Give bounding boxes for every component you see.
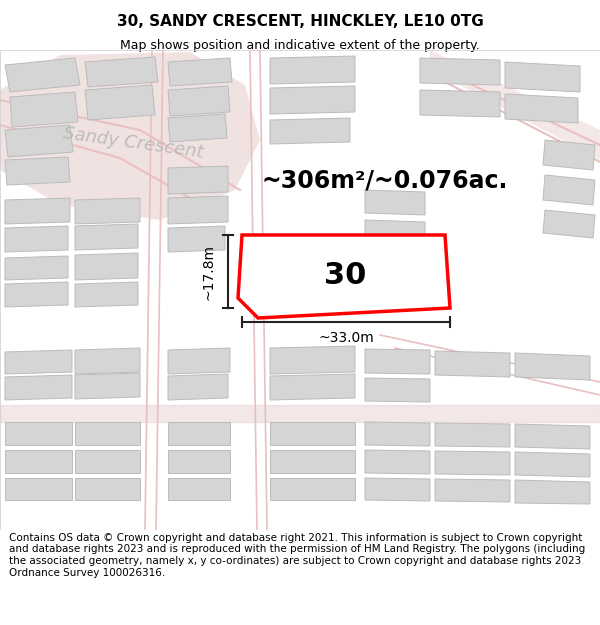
Polygon shape	[543, 210, 595, 238]
Polygon shape	[5, 422, 72, 445]
Polygon shape	[365, 478, 430, 501]
Polygon shape	[420, 90, 500, 117]
Polygon shape	[270, 346, 355, 374]
Polygon shape	[505, 62, 580, 92]
Polygon shape	[270, 86, 355, 114]
Polygon shape	[365, 450, 430, 474]
Polygon shape	[515, 424, 590, 449]
Polygon shape	[75, 478, 140, 500]
Polygon shape	[168, 166, 228, 194]
Text: 30: 30	[324, 261, 366, 289]
Polygon shape	[5, 157, 70, 185]
Polygon shape	[168, 422, 230, 445]
Polygon shape	[5, 198, 70, 224]
Polygon shape	[5, 58, 80, 92]
Polygon shape	[365, 349, 430, 374]
Bar	[0, 405, 600, 422]
Polygon shape	[365, 378, 430, 402]
Polygon shape	[85, 85, 155, 120]
Polygon shape	[515, 452, 590, 477]
Polygon shape	[435, 479, 510, 502]
Polygon shape	[5, 450, 72, 473]
Polygon shape	[270, 478, 355, 500]
Polygon shape	[505, 94, 578, 123]
Polygon shape	[75, 373, 140, 399]
Polygon shape	[10, 92, 78, 127]
Polygon shape	[168, 196, 228, 224]
Polygon shape	[168, 348, 230, 374]
Polygon shape	[75, 348, 140, 374]
Polygon shape	[515, 480, 590, 504]
Polygon shape	[515, 353, 590, 380]
Polygon shape	[168, 86, 230, 116]
Polygon shape	[365, 190, 425, 215]
Polygon shape	[75, 422, 140, 445]
Text: ~33.0m: ~33.0m	[318, 331, 374, 345]
Polygon shape	[168, 58, 232, 86]
Polygon shape	[270, 374, 355, 400]
Polygon shape	[75, 198, 140, 224]
Polygon shape	[270, 422, 355, 445]
Polygon shape	[435, 351, 510, 377]
Polygon shape	[168, 114, 227, 142]
Polygon shape	[0, 52, 260, 220]
Polygon shape	[270, 118, 350, 144]
Text: ~306m²/~0.076ac.: ~306m²/~0.076ac.	[262, 168, 508, 192]
Text: Map shows position and indicative extent of the property.: Map shows position and indicative extent…	[120, 39, 480, 52]
Polygon shape	[365, 250, 425, 273]
Text: 30, SANDY CRESCENT, HINCKLEY, LE10 0TG: 30, SANDY CRESCENT, HINCKLEY, LE10 0TG	[116, 14, 484, 29]
Polygon shape	[168, 478, 230, 500]
Text: Sandy Crescent: Sandy Crescent	[62, 124, 205, 162]
Polygon shape	[435, 423, 510, 447]
Polygon shape	[238, 235, 450, 318]
Polygon shape	[5, 125, 73, 157]
Polygon shape	[5, 256, 68, 280]
Polygon shape	[435, 451, 510, 475]
Polygon shape	[5, 375, 72, 400]
Polygon shape	[430, 50, 600, 160]
Polygon shape	[5, 350, 72, 374]
Polygon shape	[75, 450, 140, 473]
Polygon shape	[168, 450, 230, 473]
Polygon shape	[5, 226, 68, 252]
Polygon shape	[365, 422, 430, 446]
Polygon shape	[365, 220, 425, 245]
Text: ~17.8m: ~17.8m	[201, 244, 215, 299]
Polygon shape	[543, 140, 595, 170]
Polygon shape	[420, 58, 500, 85]
Polygon shape	[75, 253, 138, 280]
Polygon shape	[85, 57, 158, 87]
Polygon shape	[543, 175, 595, 205]
Polygon shape	[5, 282, 68, 307]
Polygon shape	[168, 226, 225, 252]
Text: Contains OS data © Crown copyright and database right 2021. This information is : Contains OS data © Crown copyright and d…	[9, 533, 585, 578]
Polygon shape	[168, 374, 228, 400]
Polygon shape	[5, 478, 72, 500]
Polygon shape	[270, 450, 355, 473]
Polygon shape	[270, 56, 355, 84]
Polygon shape	[75, 224, 138, 250]
Polygon shape	[75, 282, 138, 307]
